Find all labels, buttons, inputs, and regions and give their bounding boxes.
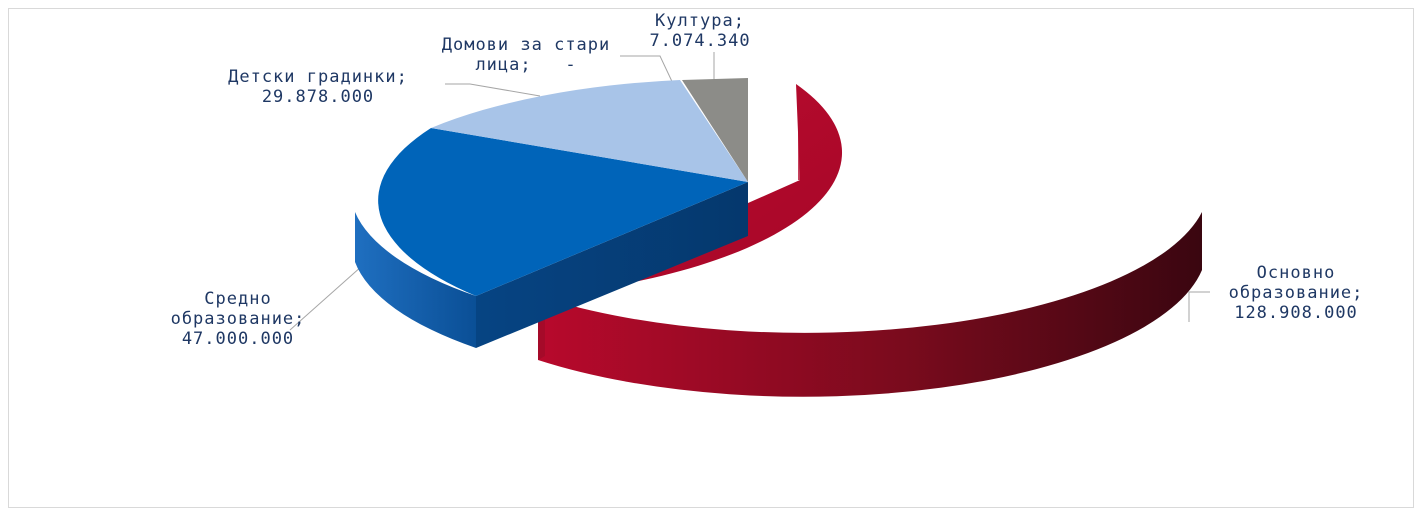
- data-label-osnovno: Основно образование; 128.908.000: [1229, 263, 1364, 323]
- label-sredno-name: Средно: [204, 289, 271, 309]
- label-sredno-category: образование;: [171, 309, 306, 329]
- label-osnovno-name: Основно: [1257, 263, 1336, 283]
- data-label-sredno: Средно образование; 47.000.000: [171, 289, 306, 349]
- label-sredno-value: 47.000.000: [182, 329, 294, 349]
- label-osnovno-category: образование;: [1229, 283, 1364, 303]
- slice-sredno: [355, 128, 748, 348]
- leader-line-sredno: [289, 265, 363, 331]
- slice-kultura: [682, 78, 748, 182]
- data-label-detski: Детски градинки; 29.878.000: [228, 67, 408, 107]
- slice-detski: [431, 80, 748, 182]
- data-label-domovi: Домови за стари лица; -: [442, 35, 611, 75]
- label-detski-value: 29.878.000: [262, 87, 374, 107]
- data-label-kultura: Култура; 7.074.340: [649, 11, 750, 51]
- pie-chart: Култура; 7.074.340 Домови за стари лица;…: [171, 11, 1364, 397]
- label-kultura-value: 7.074.340: [649, 31, 750, 51]
- label-detski-name: Детски градинки;: [228, 67, 408, 87]
- leader-line-osnovno: [1188, 291, 1210, 322]
- leader-line-domovi: [620, 55, 677, 91]
- leader-line-detski: [445, 83, 541, 97]
- label-osnovno-value: 128.908.000: [1234, 303, 1358, 323]
- label-domovi-value: лица; -: [475, 55, 576, 75]
- label-domovi-name: Домови за стари: [442, 35, 611, 55]
- label-kultura-name: Култура;: [655, 11, 745, 31]
